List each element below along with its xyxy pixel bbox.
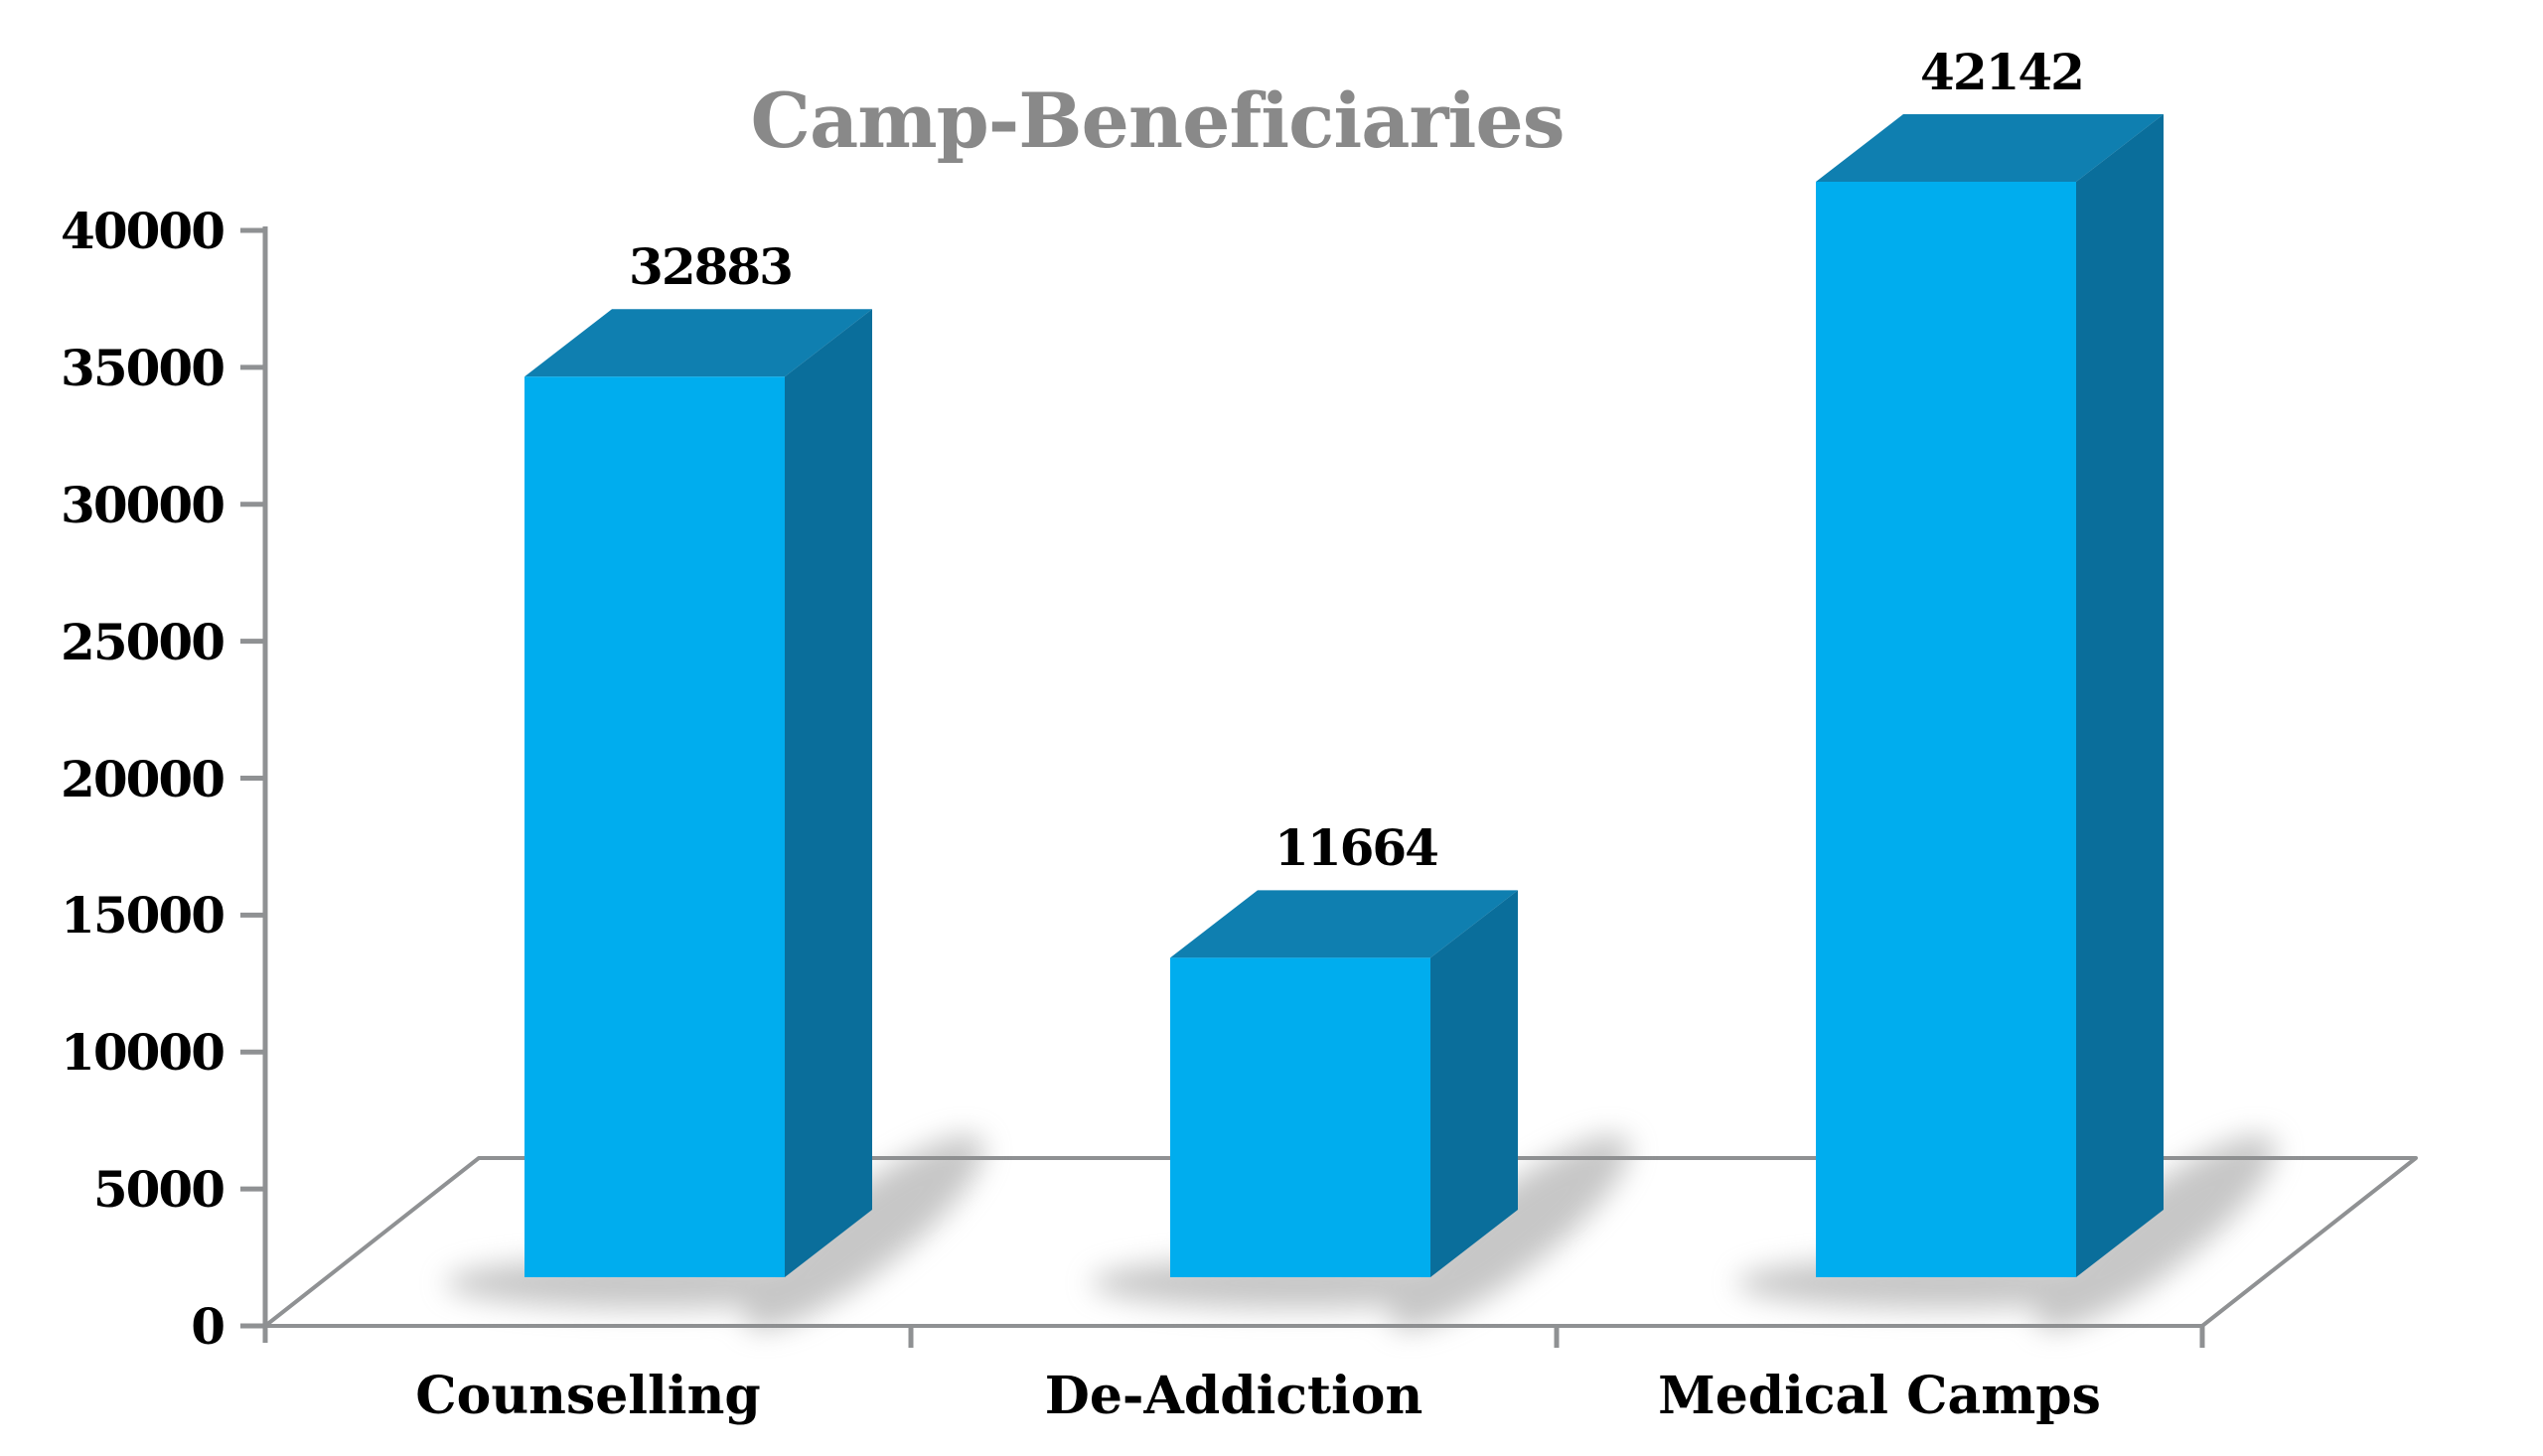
- y-tick-label: 20000: [61, 749, 225, 808]
- y-tick-label: 0: [191, 1297, 225, 1356]
- bar-shadow-wing: [2035, 1135, 2276, 1330]
- category-label: De-Addiction: [1044, 1366, 1423, 1426]
- bar-top-face: [524, 309, 872, 377]
- bar-side-face: [785, 309, 872, 1277]
- y-tick-label: 30000: [61, 475, 225, 534]
- bar-front-face: [1170, 957, 1430, 1277]
- bar-side-face: [1430, 890, 1518, 1277]
- bar-shadow-wing: [1390, 1135, 1630, 1330]
- value-label: 42142: [1920, 43, 2085, 101]
- chart-title: Camp-Beneficiaries: [750, 76, 1565, 165]
- bar-front-face: [1816, 182, 2076, 1277]
- bar-front-face: [524, 376, 785, 1277]
- y-tick-label: 15000: [61, 886, 225, 946]
- category-label: Counselling: [415, 1366, 761, 1426]
- bar-side-face: [2076, 114, 2164, 1277]
- y-tick-label: 35000: [61, 338, 225, 397]
- bar-top-face: [1816, 114, 2164, 182]
- y-tick-label: 10000: [61, 1023, 225, 1083]
- y-tick-label: 25000: [61, 612, 225, 671]
- y-tick-label: 5000: [92, 1160, 225, 1220]
- y-tick-label: 40000: [61, 202, 225, 260]
- value-label: 11664: [1274, 818, 1439, 878]
- bar-top-face: [1170, 890, 1518, 958]
- category-label: Medical Camps: [1658, 1366, 2101, 1426]
- value-label: 32883: [629, 237, 794, 297]
- bar-shadow-wing: [744, 1135, 984, 1330]
